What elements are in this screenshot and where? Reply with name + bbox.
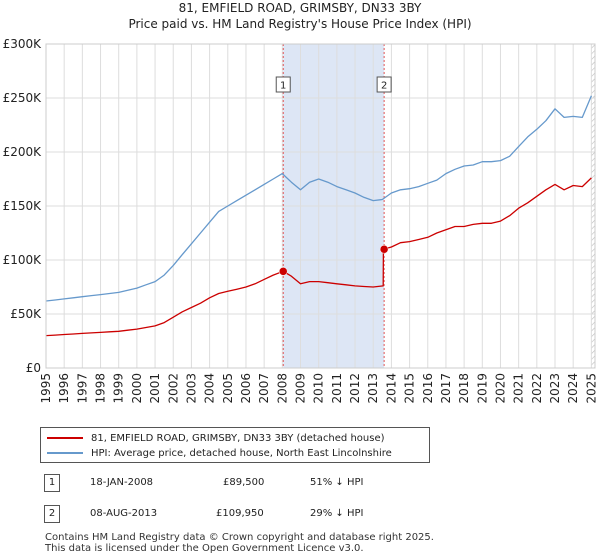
- y-tick-label: £300K: [3, 37, 43, 51]
- chart-title-line2: Price paid vs. HM Land Registry's House …: [128, 17, 472, 31]
- x-tick-label: 1995: [39, 373, 53, 404]
- marker-1-box: [275, 76, 291, 93]
- transaction-number-badge: 1: [44, 474, 60, 492]
- footer-copyright: Contains HM Land Registry data © Crown c…: [45, 532, 434, 543]
- marker-1-label: 1: [280, 81, 286, 92]
- x-tick-label: 2006: [239, 373, 253, 404]
- x-tick-label: 2000: [130, 373, 144, 404]
- x-tick-label: 2005: [221, 373, 235, 404]
- x-tick-label: 2008: [275, 373, 289, 404]
- y-tick-label: £150K: [3, 199, 43, 213]
- plot-frame: [45, 43, 596, 369]
- transaction-number-badge: 2: [44, 505, 60, 523]
- x-tick-label: 2011: [330, 373, 344, 404]
- x-tick-label: 2013: [366, 373, 380, 404]
- x-tick-label: 2015: [403, 373, 417, 404]
- transaction-date: 08-AUG-2013: [90, 508, 158, 519]
- x-tick-label: 2019: [475, 373, 489, 404]
- legend-label-property: 81, EMFIELD ROAD, GRIMSBY, DN33 3BY (det…: [91, 432, 385, 444]
- x-tick-label: 2012: [348, 373, 362, 404]
- x-tick-label: 2018: [457, 373, 471, 404]
- y-tick-label: £100K: [3, 253, 43, 267]
- marker-2-box: [376, 76, 392, 93]
- y-tick-label: £0: [26, 361, 41, 375]
- y-tick-label: £200K: [3, 145, 43, 159]
- x-tick-label: 2004: [203, 373, 217, 404]
- chart-title-line1: 81, EMFIELD ROAD, GRIMSBY, DN33 3BY: [178, 1, 422, 15]
- x-tick-label: 1998: [94, 373, 108, 404]
- x-tick-label: 2020: [493, 373, 507, 404]
- legend-swatch-hpi: [47, 452, 83, 454]
- y-tick-label: £250K: [3, 91, 43, 105]
- x-tick-label: 1997: [75, 373, 89, 404]
- legend-item-hpi: HPI: Average price, detached house, Nort…: [47, 446, 392, 460]
- x-tick-label: 2002: [166, 373, 180, 404]
- x-tick-label: 2022: [530, 373, 544, 404]
- x-tick-label: 2001: [148, 373, 162, 404]
- legend-item-property: 81, EMFIELD ROAD, GRIMSBY, DN33 3BY (det…: [47, 431, 385, 445]
- x-tick-label: 2025: [584, 373, 598, 404]
- x-tick-label: 2021: [512, 373, 526, 404]
- legend-label-hpi: HPI: Average price, detached house, Nort…: [91, 447, 392, 459]
- hpi-line: [45, 95, 592, 302]
- transaction-row: 2 08-AUG-2013 £109,950 29% ↓ HPI: [40, 505, 580, 523]
- x-tick-label: 2017: [439, 373, 453, 404]
- x-tick-label: 2010: [312, 373, 326, 404]
- x-tick-label: 2009: [294, 373, 308, 404]
- x-tick-label: 2024: [566, 373, 580, 404]
- price-chart: £0 £50K £100K £150K £200K £250K £300K 1995 1996 1…: [3, 37, 599, 404]
- x-tick-label: 2023: [548, 373, 562, 404]
- sale-point-2: [379, 245, 389, 254]
- legend-swatch-property: [47, 437, 83, 439]
- y-tick-label: £50K: [10, 307, 42, 321]
- transaction-row: 1 18-JAN-2008 £89,500 51% ↓ HPI: [40, 474, 580, 492]
- x-tick-label: 1999: [112, 373, 126, 404]
- x-tick-label: 2016: [421, 373, 435, 404]
- transaction-hpi-diff: 29% ↓ HPI: [310, 508, 364, 519]
- marker-2-label: 2: [381, 81, 387, 92]
- transaction-hpi-diff: 51% ↓ HPI: [310, 477, 364, 488]
- x-tick-label: 2014: [384, 373, 398, 404]
- transaction-price: £109,950: [216, 508, 264, 519]
- property-price-line: [45, 177, 592, 337]
- legend: 81, EMFIELD ROAD, GRIMSBY, DN33 3BY (det…: [40, 427, 430, 463]
- transaction-price: £89,500: [223, 477, 265, 488]
- footer-license: This data is licensed under the Open Gov…: [45, 543, 364, 554]
- sale-point-1: [278, 267, 288, 276]
- x-tick-label: 2007: [257, 373, 271, 404]
- transaction-date: 18-JAN-2008: [90, 477, 154, 488]
- x-tick-label: 2003: [184, 373, 198, 404]
- x-tick-label: 1996: [57, 373, 71, 404]
